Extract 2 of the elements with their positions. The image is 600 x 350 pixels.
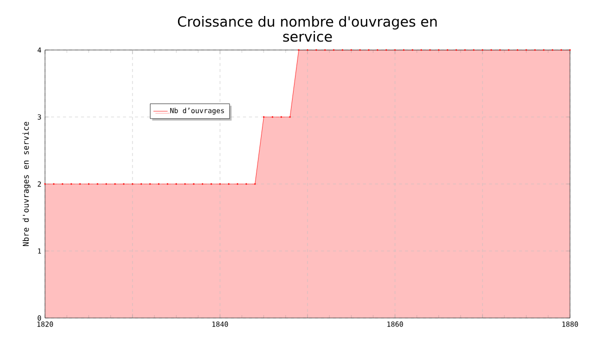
chart-title: Croissance du nombre d'ouvrages en service (178, 16, 437, 42)
y-axis-title: Nbre d'ouvrages en service (22, 122, 30, 246)
